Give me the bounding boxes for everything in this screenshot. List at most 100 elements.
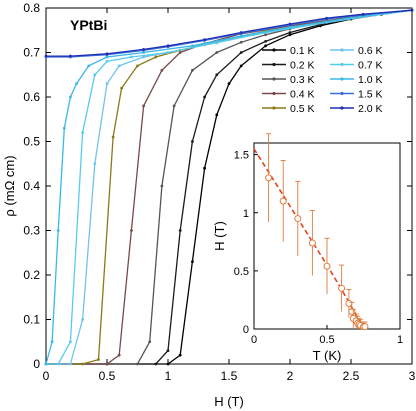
- inset-y-tick-label: 1: [243, 208, 249, 220]
- data-point: [56, 229, 60, 232]
- legend-marker: [272, 48, 276, 52]
- main-series-group: [44, 8, 414, 366]
- legend-marker: [340, 91, 344, 96]
- legend-marker: [340, 106, 344, 110]
- inset-data-point: [308, 239, 316, 247]
- data-point: [215, 41, 219, 45]
- data-point: [69, 362, 72, 366]
- main-axis-ticks: 0 0.5 1 1.5 2 2.5 3 0 0.1 0.2 0.3 0.4 0.5 0.6 0.7 0.8: [23, 1, 415, 383]
- inset-x-tick-label: 0: [251, 334, 257, 346]
- data-point: [172, 104, 176, 108]
- data-point: [203, 95, 207, 99]
- x-tick-label: 0: [43, 369, 50, 383]
- data-point: [97, 358, 100, 361]
- x-tick-label: 2.5: [343, 369, 360, 383]
- y-tick-label: 0.7: [23, 46, 40, 60]
- data-point: [81, 318, 84, 321]
- data-point: [166, 349, 170, 353]
- data-point: [288, 25, 292, 29]
- data-point: [62, 126, 66, 130]
- data-point: [215, 113, 219, 117]
- data-point: [227, 82, 231, 86]
- data-point: [215, 51, 219, 54]
- inset-frame: [253, 142, 401, 330]
- data-point: [264, 44, 267, 48]
- data-point: [44, 362, 48, 366]
- inset-x-axis-label: T (K): [313, 348, 342, 363]
- data-point: [288, 31, 292, 34]
- data-point: [239, 40, 243, 44]
- data-point: [154, 55, 158, 59]
- data-point: [154, 362, 158, 366]
- x-tick-label: 1.5: [221, 369, 238, 383]
- data-point: [142, 51, 146, 54]
- legend-label: 0.7 K: [358, 60, 383, 72]
- inset-data-point: [345, 299, 353, 307]
- legend-marker: [272, 106, 276, 110]
- legend-marker: [340, 48, 344, 52]
- series-line-0-4-k: [46, 9, 413, 365]
- data-point: [142, 104, 146, 108]
- inset-y-axis-label: H (T): [212, 221, 227, 251]
- data-point: [410, 8, 414, 12]
- data-point: [44, 54, 48, 58]
- data-point: [288, 33, 292, 37]
- data-point: [142, 55, 146, 59]
- legend-label: 0.5 K: [290, 103, 315, 115]
- data-point: [215, 73, 219, 77]
- data-point: [203, 38, 207, 41]
- data-point: [178, 353, 182, 357]
- legend-label: 1.0 K: [358, 74, 383, 86]
- data-point: [166, 51, 170, 54]
- data-point: [50, 340, 54, 344]
- inset-fit-line: [253, 148, 366, 330]
- data-point: [56, 362, 60, 366]
- y-tick-label: 0.4: [23, 179, 40, 193]
- data-point: [239, 51, 243, 54]
- data-point: [166, 362, 170, 366]
- data-point: [191, 68, 194, 72]
- data-point: [105, 52, 109, 56]
- data-point: [105, 60, 109, 63]
- legend-label: 0.6 K: [358, 45, 383, 57]
- legend-label: 1.5 K: [358, 89, 383, 101]
- data-point: [191, 140, 194, 143]
- data-point: [160, 184, 164, 188]
- data-point: [130, 229, 133, 232]
- inset-data-point: [361, 323, 369, 331]
- x-axis-label: H (T): [214, 394, 244, 409]
- data-point: [264, 33, 267, 37]
- data-point: [136, 362, 139, 366]
- data-point: [239, 31, 243, 34]
- data-point: [361, 12, 365, 16]
- data-point: [239, 34, 243, 38]
- y-tick-label: 0.8: [23, 1, 40, 15]
- data-point: [87, 64, 91, 68]
- data-point: [93, 73, 97, 77]
- data-point: [166, 44, 170, 48]
- data-point: [120, 86, 124, 90]
- y-tick-label: 0.1: [23, 313, 40, 327]
- data-point: [117, 64, 121, 68]
- data-point: [81, 362, 84, 366]
- data-point: [69, 340, 72, 344]
- inset-data-point: [338, 284, 346, 292]
- data-point: [130, 55, 133, 59]
- inset-y-tick-label: 1.5: [234, 150, 249, 162]
- chart-title: YPtBi: [70, 17, 107, 33]
- data-point: [69, 95, 72, 99]
- data-point: [288, 22, 292, 26]
- y-tick-label: 0.5: [23, 135, 40, 149]
- legend-label: 0.3 K: [290, 74, 315, 86]
- y-tick-label: 0.2: [23, 268, 40, 282]
- data-point: [203, 166, 207, 170]
- data-point: [111, 135, 115, 139]
- inset-x-tick-label: 1: [397, 334, 403, 346]
- series-line-1-0-k: [45, 9, 413, 365]
- x-tick-label: 1: [165, 369, 172, 383]
- x-tick-label: 3: [409, 369, 416, 383]
- inset-axis-ticks: 0 0.5 1 0 0.5 1 1.5: [234, 150, 403, 346]
- data-point: [264, 39, 267, 43]
- legend-label: 0.4 K: [290, 89, 315, 101]
- y-tick-label: 0.6: [23, 90, 40, 104]
